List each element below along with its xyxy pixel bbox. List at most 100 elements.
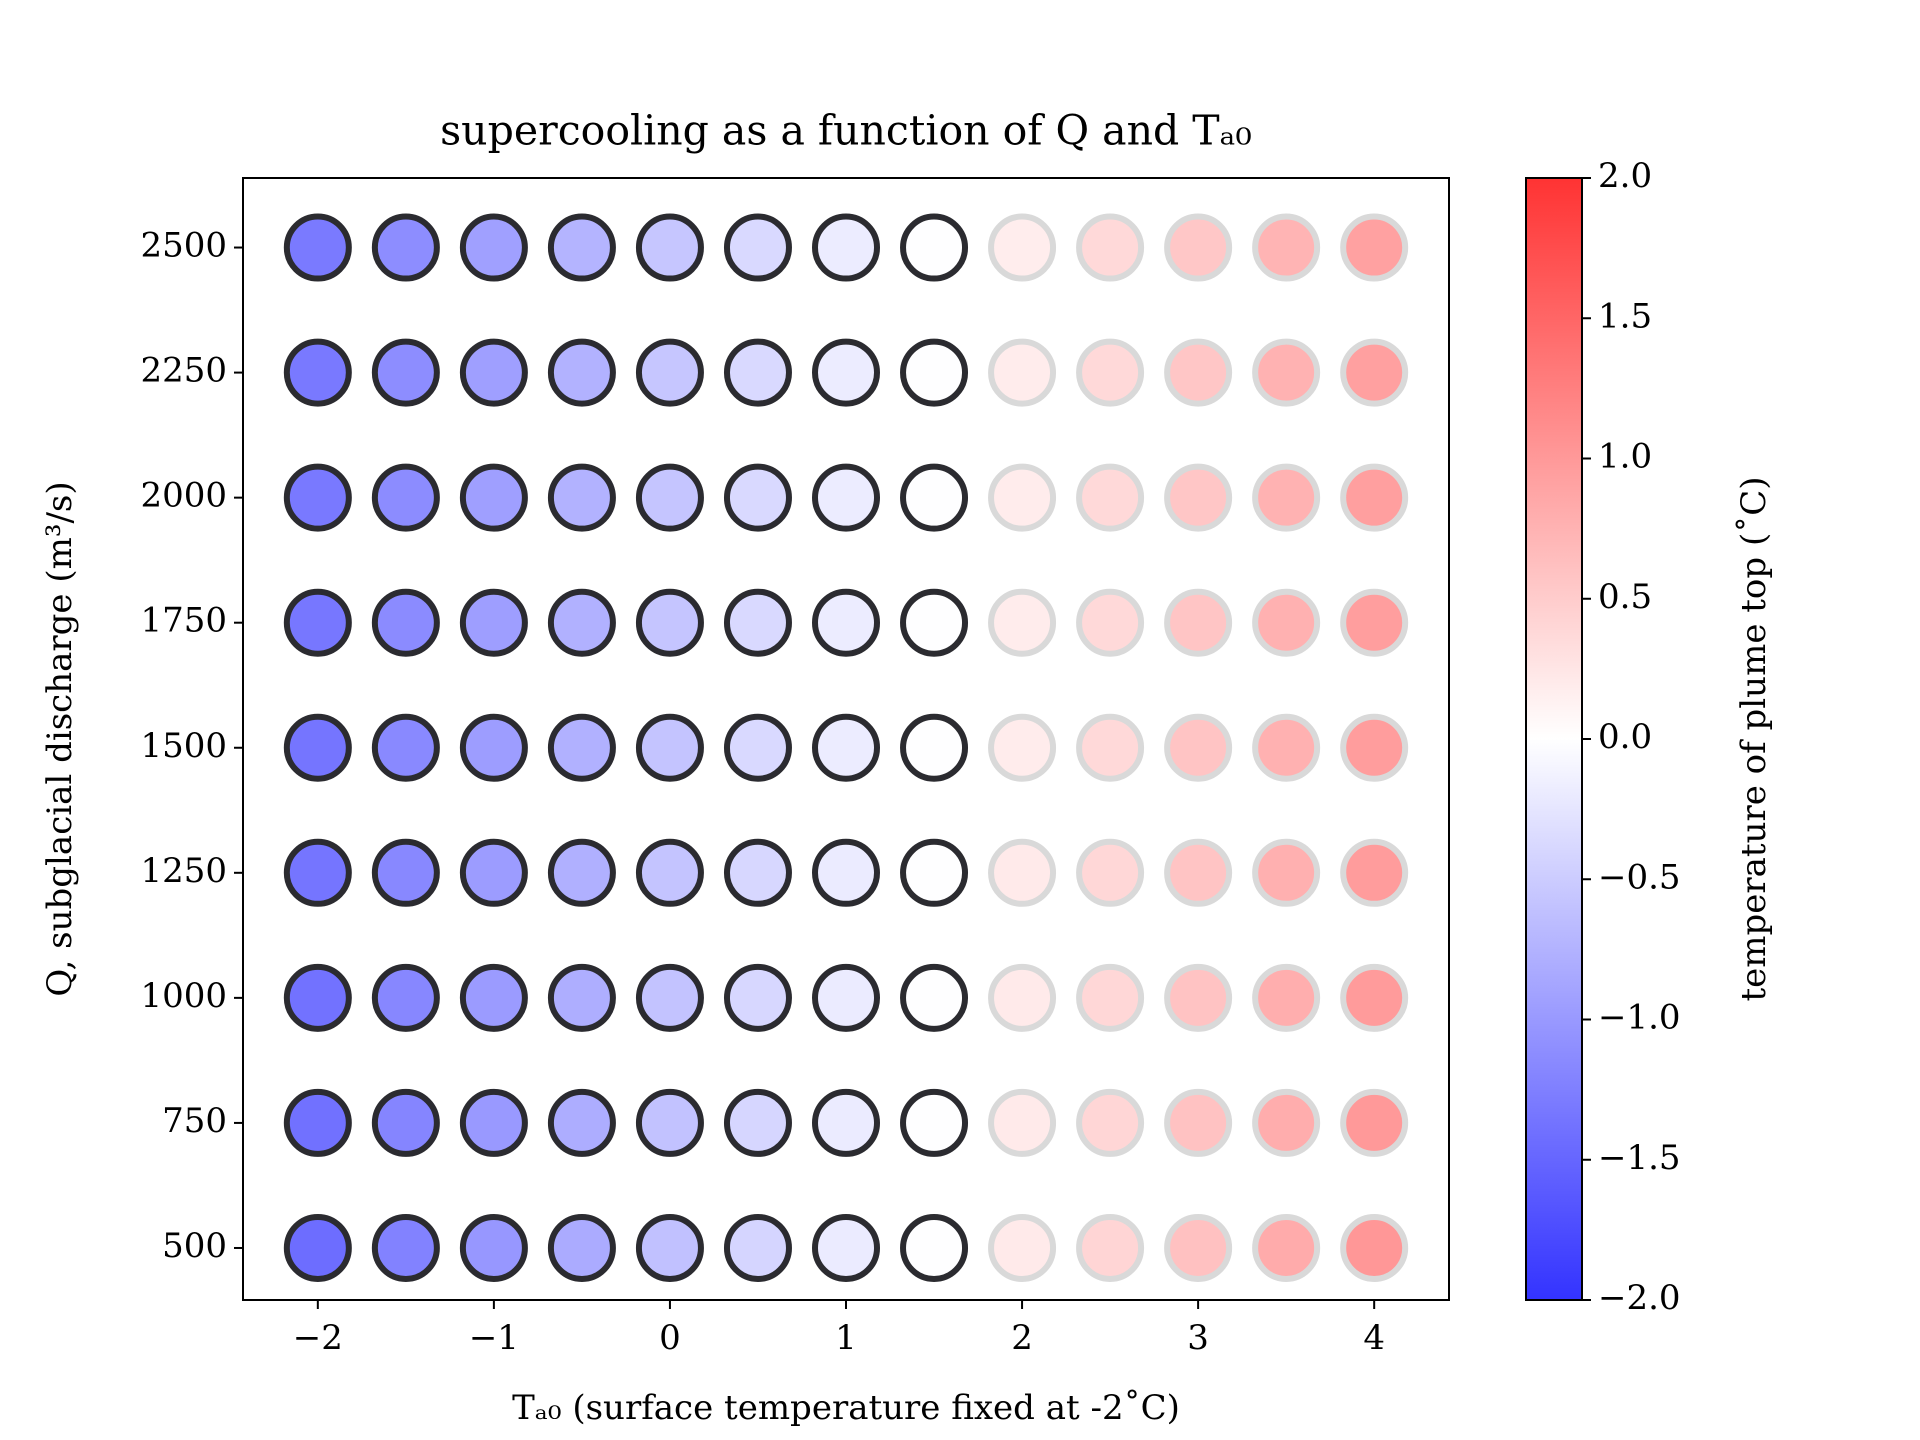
point xyxy=(988,463,1057,532)
point xyxy=(812,338,880,407)
y-tick-label: 2250 xyxy=(140,351,227,391)
point xyxy=(371,588,440,657)
point xyxy=(900,463,969,532)
point xyxy=(635,1088,704,1157)
point xyxy=(547,1088,616,1157)
point xyxy=(988,713,1057,782)
x-tick-label: 4 xyxy=(1363,1318,1385,1358)
x-tick-label: −1 xyxy=(469,1318,519,1358)
point xyxy=(1252,1088,1321,1157)
point xyxy=(371,838,440,907)
point xyxy=(547,213,616,282)
point xyxy=(459,713,528,782)
point xyxy=(1340,838,1409,907)
point xyxy=(547,1213,616,1282)
point xyxy=(1252,588,1321,657)
point xyxy=(1164,338,1233,407)
point xyxy=(1340,213,1409,282)
point xyxy=(547,838,616,907)
colorbar-tick-label: −2.0 xyxy=(1598,1278,1681,1318)
point xyxy=(1164,963,1233,1032)
point xyxy=(988,1088,1057,1157)
point xyxy=(635,838,704,907)
point xyxy=(1340,1213,1409,1282)
point xyxy=(1252,963,1321,1032)
point xyxy=(723,1088,792,1157)
point xyxy=(812,1213,880,1282)
point xyxy=(635,963,704,1032)
point xyxy=(459,1213,528,1282)
y-tick-label: 1750 xyxy=(140,601,227,641)
point xyxy=(371,713,440,782)
point xyxy=(635,713,704,782)
point xyxy=(1076,588,1145,657)
point xyxy=(635,213,704,282)
point xyxy=(459,463,528,532)
point xyxy=(1252,213,1321,282)
point xyxy=(547,463,616,532)
colorbar-tick-label: −0.5 xyxy=(1598,857,1681,897)
point xyxy=(547,963,616,1032)
point xyxy=(283,963,352,1032)
point xyxy=(547,713,616,782)
point xyxy=(812,588,880,657)
point xyxy=(900,963,969,1032)
point xyxy=(988,213,1057,282)
colorbar-tick-label: −1.5 xyxy=(1598,1138,1681,1178)
point xyxy=(1164,1088,1233,1157)
point xyxy=(1340,713,1409,782)
y-tick-label: 2500 xyxy=(140,226,227,266)
point xyxy=(1340,1088,1409,1157)
colorbar xyxy=(1525,177,1583,1301)
y-axis-label: Q, subglacial discharge (m³/s) xyxy=(40,481,80,996)
point xyxy=(1340,463,1409,532)
point xyxy=(812,713,880,782)
point xyxy=(283,463,352,532)
point xyxy=(635,338,704,407)
point xyxy=(812,838,880,907)
point xyxy=(1252,338,1321,407)
point xyxy=(1252,463,1321,532)
point xyxy=(723,1213,792,1282)
point xyxy=(1340,588,1409,657)
point xyxy=(1252,713,1321,782)
point xyxy=(812,963,880,1032)
point xyxy=(459,963,528,1032)
colorbar-tick-label: 0.5 xyxy=(1598,577,1652,617)
point xyxy=(988,338,1057,407)
point xyxy=(900,338,969,407)
point xyxy=(1076,1213,1145,1282)
point xyxy=(283,213,352,282)
point xyxy=(900,588,969,657)
point xyxy=(459,1088,528,1157)
point xyxy=(459,588,528,657)
colorbar-tick-label: −1.0 xyxy=(1598,998,1681,1038)
y-tick-label: 1500 xyxy=(140,726,227,766)
point xyxy=(723,838,792,907)
point xyxy=(371,963,440,1032)
point xyxy=(1252,838,1321,907)
point xyxy=(900,838,969,907)
point xyxy=(900,213,969,282)
y-tick-label: 500 xyxy=(162,1226,227,1266)
point xyxy=(900,1213,969,1282)
point xyxy=(547,588,616,657)
colorbar-tick-label: 2.0 xyxy=(1598,156,1652,196)
point xyxy=(283,338,352,407)
point xyxy=(900,713,969,782)
point xyxy=(988,588,1057,657)
point xyxy=(723,963,792,1032)
point xyxy=(1076,463,1145,532)
x-tick-label: 3 xyxy=(1187,1318,1209,1358)
point xyxy=(459,338,528,407)
point xyxy=(283,1213,352,1282)
point xyxy=(1164,463,1233,532)
point xyxy=(723,713,792,782)
x-tick-label: 2 xyxy=(1011,1318,1033,1358)
point xyxy=(1164,1213,1233,1282)
colorbar-label: temperature of plume top (˚C) xyxy=(1734,477,1774,1002)
point xyxy=(283,1088,352,1157)
y-tick-label: 750 xyxy=(162,1101,227,1141)
point xyxy=(1164,213,1233,282)
point xyxy=(371,1088,440,1157)
